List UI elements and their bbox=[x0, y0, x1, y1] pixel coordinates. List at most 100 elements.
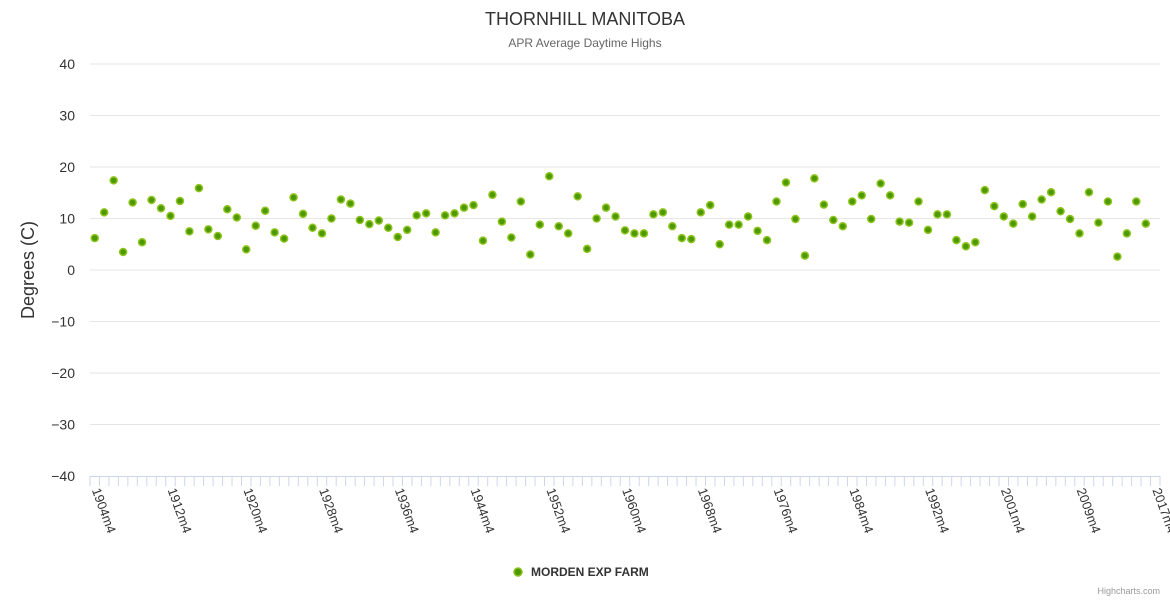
data-point[interactable] bbox=[800, 251, 810, 260]
data-point[interactable] bbox=[1122, 229, 1132, 238]
data-point[interactable] bbox=[166, 211, 175, 221]
data-point[interactable] bbox=[128, 198, 137, 207]
data-point[interactable] bbox=[933, 210, 942, 219]
data-point[interactable] bbox=[1046, 187, 1056, 197]
data-point[interactable] bbox=[289, 193, 298, 202]
data-point[interactable] bbox=[971, 237, 980, 247]
data-point[interactable] bbox=[649, 210, 658, 219]
data-point[interactable] bbox=[914, 197, 923, 206]
data-point[interactable] bbox=[412, 211, 421, 220]
data-point[interactable] bbox=[1037, 195, 1046, 204]
data-point[interactable] bbox=[251, 221, 260, 230]
data-point[interactable] bbox=[90, 233, 99, 243]
data-point[interactable] bbox=[762, 235, 772, 245]
data-point[interactable] bbox=[753, 226, 762, 236]
data-point[interactable] bbox=[459, 203, 469, 212]
data-point[interactable] bbox=[1018, 199, 1027, 209]
data-point[interactable] bbox=[819, 200, 829, 209]
data-point[interactable] bbox=[848, 197, 857, 206]
data-point[interactable] bbox=[668, 221, 677, 231]
data-point[interactable] bbox=[885, 191, 895, 200]
data-point[interactable] bbox=[611, 212, 620, 221]
legend-item[interactable]: MORDEN EXP FARM bbox=[513, 565, 649, 579]
data-point[interactable] bbox=[601, 203, 611, 212]
data-point[interactable] bbox=[961, 242, 971, 251]
data-point[interactable] bbox=[705, 200, 715, 210]
data-point[interactable] bbox=[1141, 219, 1151, 228]
data-point[interactable] bbox=[1027, 212, 1037, 221]
data-point[interactable] bbox=[563, 229, 573, 238]
data-point[interactable] bbox=[526, 250, 535, 259]
data-point[interactable] bbox=[838, 221, 848, 231]
data-point[interactable] bbox=[204, 225, 213, 234]
data-point[interactable] bbox=[450, 209, 459, 218]
data-point[interactable] bbox=[1084, 187, 1094, 197]
data-point[interactable] bbox=[213, 231, 223, 241]
data-point[interactable] bbox=[1075, 229, 1084, 238]
data-point[interactable] bbox=[308, 223, 317, 233]
data-point[interactable] bbox=[980, 185, 990, 195]
data-point[interactable] bbox=[175, 196, 185, 206]
data-point[interactable] bbox=[810, 174, 819, 183]
data-point[interactable] bbox=[923, 225, 933, 235]
data-point[interactable] bbox=[147, 195, 156, 205]
data-point[interactable] bbox=[317, 229, 327, 238]
data-point[interactable] bbox=[620, 226, 630, 235]
data-point[interactable] bbox=[630, 229, 639, 238]
data-point[interactable] bbox=[497, 217, 507, 226]
data-point[interactable] bbox=[516, 197, 526, 206]
data-point[interactable] bbox=[137, 237, 147, 247]
data-point[interactable] bbox=[544, 172, 554, 181]
data-point[interactable] bbox=[904, 218, 914, 227]
data-point[interactable] bbox=[365, 219, 374, 229]
data-point[interactable] bbox=[185, 227, 194, 236]
data-point[interactable] bbox=[715, 240, 724, 249]
data-point[interactable] bbox=[857, 191, 866, 200]
data-point[interactable] bbox=[507, 233, 516, 242]
data-point[interactable] bbox=[1103, 197, 1113, 206]
data-point[interactable] bbox=[384, 223, 393, 233]
data-point[interactable] bbox=[298, 209, 308, 219]
data-point[interactable] bbox=[488, 190, 497, 200]
credits-link[interactable]: Highcharts.com bbox=[1097, 586, 1160, 596]
data-point[interactable] bbox=[582, 244, 592, 254]
data-point[interactable] bbox=[535, 220, 545, 229]
data-point[interactable] bbox=[734, 220, 743, 229]
data-point[interactable] bbox=[241, 245, 251, 254]
data-point[interactable] bbox=[658, 208, 668, 217]
data-point[interactable] bbox=[346, 199, 355, 208]
data-point[interactable] bbox=[743, 212, 753, 221]
data-point[interactable] bbox=[1094, 218, 1103, 227]
data-point[interactable] bbox=[829, 215, 838, 225]
data-point[interactable] bbox=[866, 214, 876, 224]
data-point[interactable] bbox=[952, 235, 961, 245]
data-point[interactable] bbox=[469, 200, 478, 210]
data-point[interactable] bbox=[279, 234, 289, 243]
data-point[interactable] bbox=[1132, 197, 1141, 206]
data-point[interactable] bbox=[639, 229, 649, 238]
data-point[interactable] bbox=[791, 214, 800, 224]
data-point[interactable] bbox=[677, 233, 687, 243]
data-point[interactable] bbox=[440, 211, 450, 220]
data-point[interactable] bbox=[194, 183, 204, 193]
data-point[interactable] bbox=[421, 209, 431, 218]
data-point[interactable] bbox=[687, 234, 696, 244]
data-point[interactable] bbox=[270, 228, 279, 237]
data-point[interactable] bbox=[592, 214, 601, 223]
data-point[interactable] bbox=[260, 206, 270, 216]
data-point[interactable] bbox=[109, 176, 118, 185]
data-point[interactable] bbox=[1008, 219, 1018, 228]
data-point[interactable] bbox=[402, 225, 412, 235]
data-point[interactable] bbox=[478, 236, 488, 245]
data-point[interactable] bbox=[895, 217, 904, 226]
data-point[interactable] bbox=[696, 208, 706, 217]
data-point[interactable] bbox=[99, 208, 109, 217]
data-point[interactable] bbox=[573, 192, 582, 201]
data-point[interactable] bbox=[374, 216, 384, 225]
data-point[interactable] bbox=[327, 214, 336, 223]
data-point[interactable] bbox=[118, 247, 128, 257]
data-point[interactable] bbox=[156, 203, 166, 213]
data-point[interactable] bbox=[355, 215, 365, 225]
data-point[interactable] bbox=[990, 201, 999, 211]
data-point[interactable] bbox=[999, 212, 1009, 221]
